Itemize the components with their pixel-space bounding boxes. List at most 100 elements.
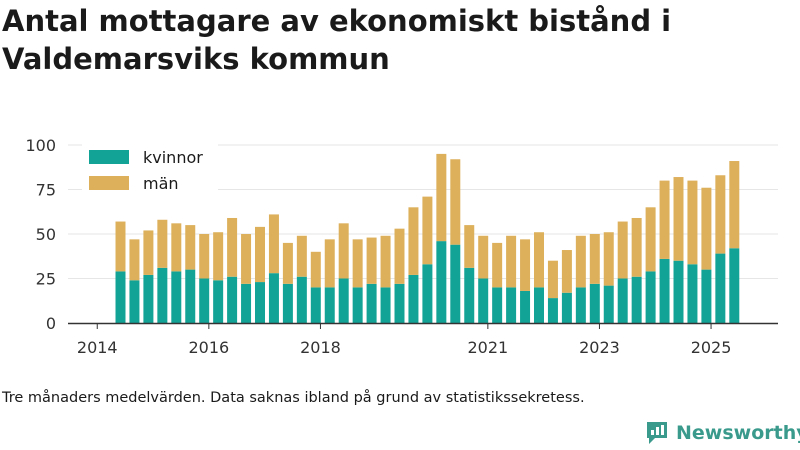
bar-man [506, 235, 517, 288]
bar-man [171, 223, 182, 272]
bar-kvinnor [436, 241, 447, 323]
bar-kvinnor [575, 287, 586, 323]
bar-man [464, 225, 475, 268]
bar-kvinnor [199, 278, 210, 323]
bar-kvinnor [338, 278, 349, 323]
bars [115, 153, 740, 323]
bar-kvinnor [422, 264, 433, 323]
legend: kvinnor män [82, 142, 218, 194]
bar-man [589, 234, 600, 284]
bar-kvinnor [492, 287, 503, 323]
bar-kvinnor [268, 273, 279, 323]
bar-man [561, 250, 572, 293]
bar-man [282, 242, 293, 284]
bar-man [645, 207, 656, 272]
bar-kvinnor [659, 258, 670, 323]
bar-man [241, 234, 252, 284]
bar-kvinnor [687, 264, 698, 323]
bar-man [520, 239, 531, 291]
bar-man [255, 226, 265, 283]
bar-man [185, 225, 196, 270]
bar-kvinnor [129, 280, 140, 323]
bar-kvinnor [282, 283, 293, 323]
bar-kvinnor [213, 280, 224, 323]
bar-man [324, 239, 335, 288]
bar-kvinnor [715, 253, 726, 323]
bar-man [534, 232, 544, 288]
brand-logo: Newsworthy [645, 418, 800, 448]
bar-man [227, 217, 238, 277]
bar-man [422, 196, 433, 265]
x-tick-label: 2023 [579, 338, 620, 357]
y-tick-label: 100 [25, 136, 56, 155]
x-tick-label: 2016 [188, 338, 229, 357]
bar-man [115, 221, 126, 272]
x-tick-label: 2021 [467, 338, 508, 357]
bar-kvinnor [534, 287, 544, 323]
bar-man [338, 223, 349, 279]
bar-man [268, 214, 279, 274]
bar-kvinnor [241, 283, 252, 323]
bar-kvinnor [324, 287, 335, 323]
bar-man [603, 232, 614, 286]
bar-kvinnor [380, 287, 391, 323]
bar-man [673, 177, 684, 261]
bar-kvinnor [352, 287, 363, 323]
bar-man [296, 235, 307, 277]
bar-kvinnor [310, 287, 321, 323]
bar-man [366, 237, 377, 284]
bar-kvinnor [394, 283, 405, 323]
bar-man [213, 232, 224, 281]
bar-kvinnor [561, 292, 572, 323]
bar-man [575, 235, 586, 288]
y-tick-label: 25 [36, 270, 56, 289]
bar-kvinnor [171, 271, 182, 323]
bar-man [380, 235, 391, 288]
y-tick-label: 0 [46, 314, 56, 333]
bar-man [631, 217, 642, 277]
axes: 0 25 50 75 100 2014 2016 2018 2021 2023 2025 [25, 136, 778, 357]
bar-kvinnor [617, 278, 628, 323]
bar-kvinnor [701, 269, 712, 323]
bar-kvinnor [478, 278, 489, 323]
bar-man [617, 221, 628, 279]
bar-man [701, 187, 712, 270]
y-tick-label: 75 [36, 181, 56, 200]
bar-kvinnor [227, 276, 238, 323]
bar-man [547, 260, 558, 299]
bar-man [715, 175, 726, 254]
bar-kvinnor [506, 287, 517, 323]
x-tick-label: 2018 [300, 338, 341, 357]
bar-man [659, 180, 670, 259]
bar-man [352, 239, 363, 288]
bar-man [143, 230, 154, 275]
bar-man [687, 180, 698, 265]
bar-kvinnor [520, 290, 531, 323]
bar-man [450, 159, 461, 245]
bar-man [729, 161, 740, 249]
legend-label-man: män [143, 174, 179, 193]
bar-kvinnor [603, 285, 614, 323]
legend-swatch-kvinnor [89, 150, 129, 164]
bar-kvinnor [408, 274, 419, 323]
bar-kvinnor [673, 260, 684, 323]
bar-kvinnor [143, 274, 154, 323]
bar-man [157, 219, 168, 268]
bar-kvinnor [115, 271, 126, 323]
bar-kvinnor [464, 267, 475, 323]
bar-man [408, 207, 419, 275]
brand-name: Newsworthy [676, 422, 800, 444]
bar-kvinnor [589, 283, 600, 323]
bar-kvinnor [631, 276, 642, 323]
y-tick-label: 50 [36, 225, 56, 244]
bar-kvinnor [729, 248, 740, 323]
x-tick-label: 2025 [691, 338, 732, 357]
bar-man [492, 242, 503, 288]
bar-man [394, 228, 405, 284]
bar-kvinnor [255, 282, 265, 323]
bar-man [129, 239, 140, 281]
bar-man [199, 234, 210, 279]
bar-man [478, 235, 489, 279]
footnote: Tre månaders medelvärden. Data saknas ib… [2, 390, 585, 406]
